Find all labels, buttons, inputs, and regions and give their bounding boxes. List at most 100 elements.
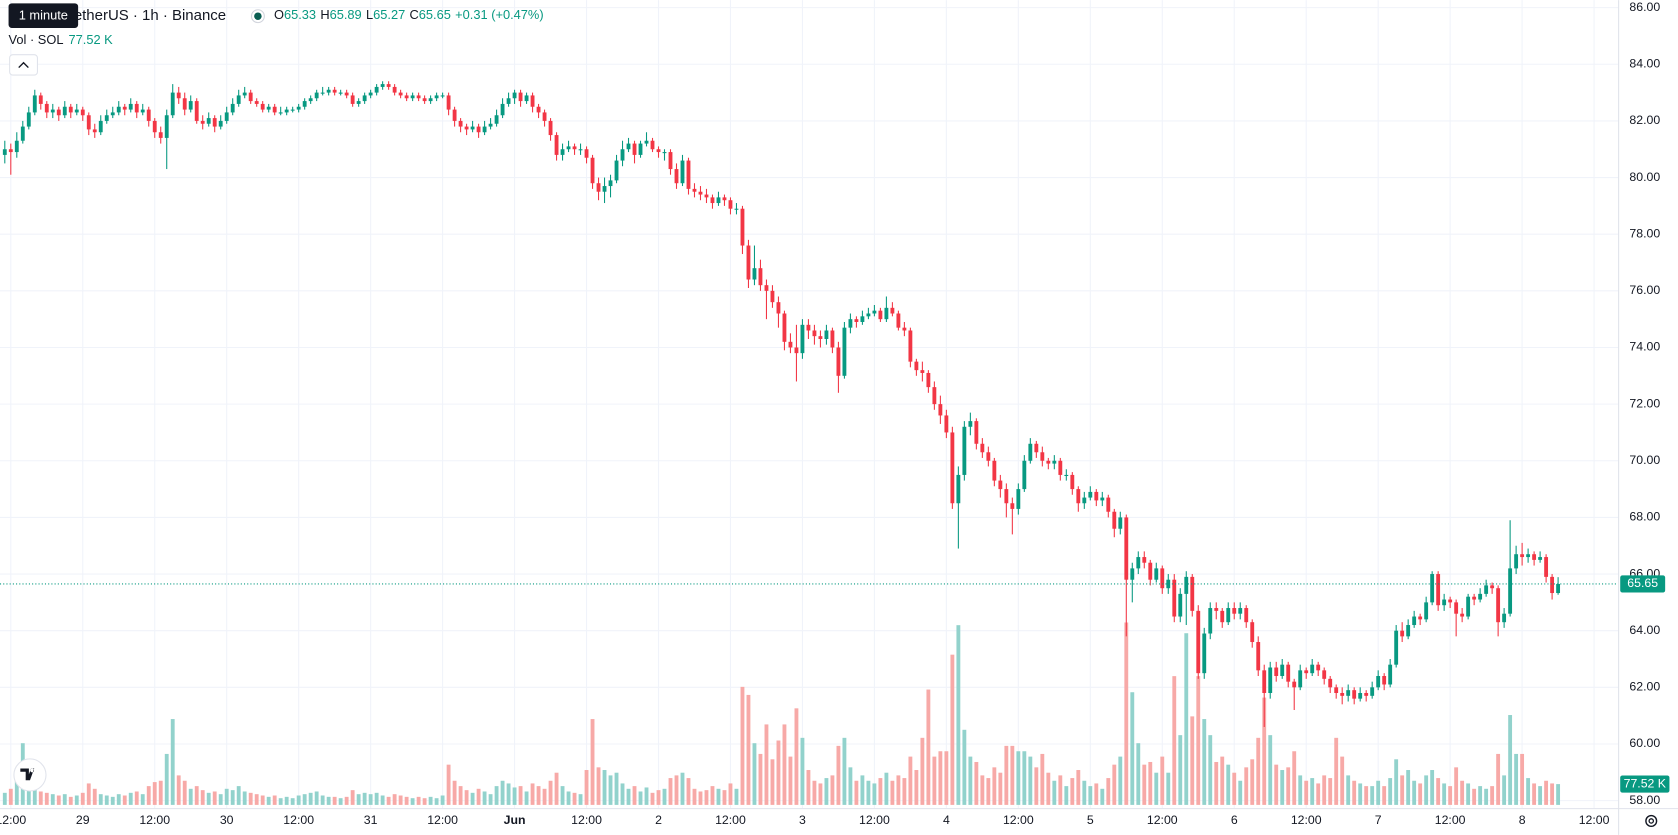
candle-body	[386, 84, 391, 87]
volume-bar	[1070, 778, 1075, 805]
candle-body	[722, 197, 727, 201]
volume-bar	[1040, 753, 1045, 805]
volume-bar	[668, 778, 673, 805]
x-tick-label: 2	[655, 813, 662, 827]
candle-body	[596, 183, 601, 192]
volume-bar	[1346, 775, 1351, 805]
candle-body	[1556, 583, 1561, 594]
candle-body	[350, 95, 355, 104]
last-volume-tag	[1620, 775, 1670, 793]
volume-bar	[1010, 745, 1015, 805]
collapse-button-box[interactable]	[9, 54, 38, 76]
volume-value: 77.52 K	[68, 32, 113, 47]
candle-body	[1220, 610, 1225, 623]
volume-bar	[614, 772, 619, 805]
candle-body	[1304, 670, 1309, 674]
volume-bar	[1268, 735, 1273, 805]
candle-body	[1418, 616, 1423, 620]
settings-button[interactable]	[1645, 814, 1658, 827]
volume-bar	[170, 719, 175, 805]
candle-body	[14, 140, 19, 153]
candle-body	[1460, 613, 1465, 617]
candle-body	[308, 98, 313, 102]
x-tick-label: 3	[799, 813, 806, 827]
candle-body	[638, 143, 643, 155]
volume-bar	[404, 796, 409, 805]
x-tick-label: 12:00	[859, 813, 890, 827]
candle-body	[224, 112, 229, 121]
collapse-button[interactable]	[9, 54, 38, 76]
volume-bar	[482, 791, 487, 805]
volume-bar	[548, 780, 553, 805]
candle-body	[122, 106, 127, 110]
candle-body	[896, 313, 901, 328]
volume-bar	[674, 775, 679, 805]
candle-body	[194, 101, 199, 121]
candle-body	[1070, 474, 1075, 490]
volume-bar	[80, 792, 85, 805]
tooltip-text: 1 minute	[19, 8, 68, 23]
candle-body	[440, 95, 445, 97]
candle-body	[1352, 690, 1357, 699]
candle-body	[1340, 692, 1345, 696]
volume-bar	[230, 790, 235, 805]
volume-bar	[914, 770, 919, 805]
volume-bar	[1166, 772, 1171, 805]
candle-body	[50, 109, 55, 113]
candle-body	[392, 86, 397, 93]
candle-body	[782, 313, 787, 342]
x-tick-label: 12:00	[1147, 813, 1178, 827]
candle-body	[1544, 557, 1549, 577]
x-tick-label: 12:00	[571, 813, 602, 827]
candle-body	[230, 103, 235, 113]
candle-body	[1244, 608, 1249, 623]
candle-body	[956, 474, 961, 504]
volume-bar	[1022, 751, 1027, 805]
candle-body	[812, 330, 817, 337]
volume-bar	[524, 791, 529, 805]
candle-body	[1076, 489, 1081, 504]
volume-bar	[464, 790, 469, 805]
volume-bar	[722, 790, 727, 805]
x-tick-label: 4	[943, 813, 950, 827]
volume-bar	[1220, 756, 1225, 805]
volume-bar	[1544, 780, 1549, 805]
candle-body	[1448, 599, 1453, 603]
volume-bar	[944, 751, 949, 805]
candle-body	[752, 268, 757, 280]
logo[interactable]	[13, 758, 47, 792]
candle-body	[428, 98, 433, 102]
volume-bar	[1358, 783, 1363, 805]
volume-bar	[620, 783, 625, 805]
candle-body	[398, 92, 403, 96]
candle-body	[878, 310, 883, 320]
candle-body	[1256, 642, 1261, 671]
x-tick-label: 12:00	[1291, 813, 1322, 827]
candle-body	[692, 188, 697, 192]
candle-body	[1106, 497, 1111, 512]
volume-bar	[1316, 783, 1321, 805]
volume-bar	[932, 756, 937, 805]
candle-body	[1538, 557, 1543, 560]
x-tick-label: Jun	[504, 813, 526, 827]
volume-bar	[278, 798, 283, 805]
gear-icon[interactable]	[1645, 814, 1658, 827]
candle-body	[830, 330, 835, 348]
candle-body	[1490, 585, 1495, 589]
volume-bar	[986, 778, 991, 805]
candle-body	[380, 84, 385, 87]
volume-bar	[860, 775, 865, 805]
candle-body	[806, 324, 811, 331]
candle-body	[1292, 681, 1297, 688]
candle-body	[824, 330, 829, 339]
volume-bar	[1130, 692, 1135, 805]
volume-bar	[896, 775, 901, 805]
volume-bar	[236, 786, 241, 805]
candle-body	[200, 120, 205, 124]
volume-bar	[938, 751, 943, 805]
candle-body	[836, 347, 841, 376]
candle-body	[146, 109, 151, 121]
volume-bar	[1136, 743, 1141, 805]
